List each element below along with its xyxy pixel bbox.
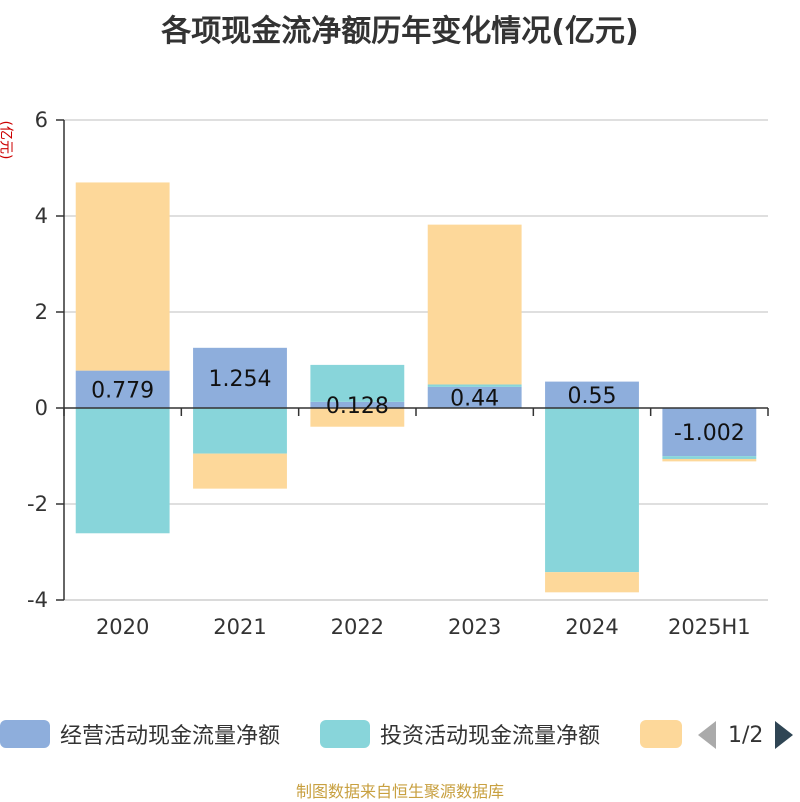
y-tick-label--2: -2 (27, 492, 48, 516)
x-tick-label-2024: 2024 (565, 615, 618, 639)
data-label-2022: 0.128 (326, 394, 389, 419)
legend-swatch-investing (320, 720, 370, 748)
legend-item-financing[interactable] (640, 716, 682, 752)
data-label-2023: 0.44 (450, 386, 499, 411)
bar-series2-2025H1 (662, 458, 757, 462)
data-label-2024: 0.55 (568, 384, 617, 409)
legend-page-indicator: 1/2 (728, 722, 764, 748)
legend-item-operating[interactable]: 经营活动现金流量净额 (0, 716, 280, 752)
x-tick-label-2020: 2020 (96, 615, 149, 639)
bar-series2-2024 (545, 572, 639, 593)
x-tick-label-2025H1: 2025H1 (668, 615, 751, 639)
legend-item-investing[interactable]: 投资活动现金流量净额 (320, 716, 600, 752)
bar-series2-2023 (427, 224, 522, 385)
legend-label-investing: 投资活动现金流量净额 (380, 724, 601, 749)
grid-lines (64, 119, 768, 601)
chart-title: 各项现金流净额历年变化情况(亿元) (161, 14, 639, 49)
bar-series1-2020 (75, 408, 170, 534)
legend-next-page-icon[interactable] (775, 721, 794, 749)
y-tick-label--4: -4 (27, 588, 48, 612)
bar-series2-2020 (75, 182, 170, 371)
data-label-2020: 0.779 (91, 378, 154, 403)
bar-series0-2024 (545, 381, 639, 408)
bar-series1-2024 (545, 408, 639, 573)
bar-series2-2021 (193, 453, 287, 489)
bar-series0-2023 (427, 386, 522, 408)
x-tick-label-2023: 2023 (448, 615, 501, 639)
bar-series1-2023 (427, 384, 522, 387)
source-note: 制图数据来自恒生聚源数据库 (295, 782, 504, 801)
y-tick-label-4: 4 (35, 204, 48, 228)
bar-series0-2021 (193, 347, 287, 408)
y-tick-label-0: 0 (35, 396, 48, 420)
bar-series0-2025H1 (662, 408, 757, 457)
bar-series2-2022 (310, 408, 405, 427)
bar-series1-2021 (193, 408, 287, 454)
y-tick-label-2: 2 (35, 300, 48, 324)
bar-series0-2020 (75, 370, 170, 408)
legend-pager: 1/2 (698, 716, 794, 754)
data-label-2025H1: -1.002 (674, 421, 745, 446)
bar-series0-2022 (310, 401, 405, 408)
data-labels: 0.779 1.254 0.128 0.44 0.55 -1.002 (91, 367, 745, 446)
axes: -4 -2 0 2 4 6 2020 2021 2022 2023 2024 2025H1 (27, 108, 769, 639)
bar-series1-2025H1 (662, 456, 757, 459)
legend-swatch-financing (640, 720, 682, 748)
legend-label-operating: 经营活动现金流量净额 (60, 724, 281, 749)
legend-prev-page-icon[interactable] (698, 721, 716, 749)
data-label-2021: 1.254 (209, 367, 272, 392)
bar-series1-2022 (310, 364, 405, 402)
legend: 经营活动现金流量净额 投资活动现金流量净额 (0, 716, 800, 754)
x-tick-label-2022: 2022 (331, 615, 384, 639)
y-tick-label-6: 6 (35, 108, 48, 132)
bars (75, 182, 757, 593)
legend-swatch-operating (0, 720, 50, 748)
x-tick-label-2021: 2021 (213, 615, 266, 639)
